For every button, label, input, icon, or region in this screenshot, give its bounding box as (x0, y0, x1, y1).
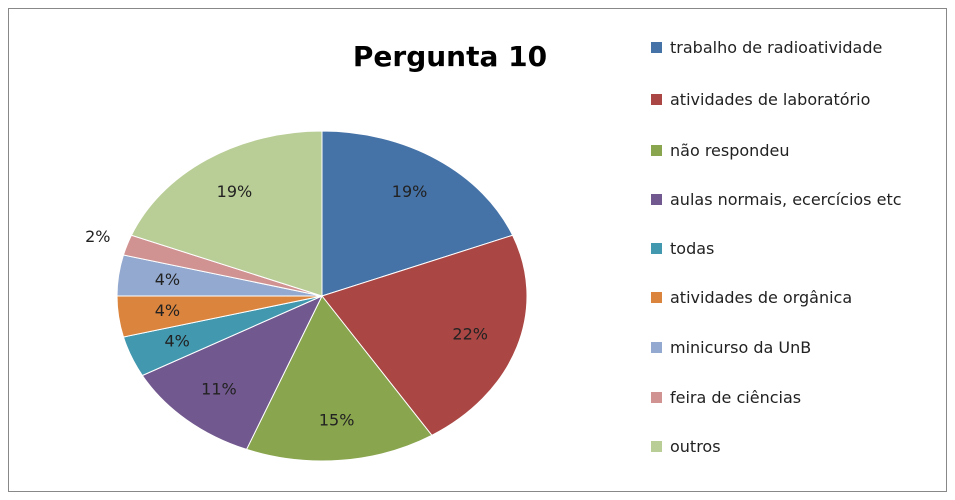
legend-label: não respondeu (670, 141, 790, 160)
legend-label: minicurso da UnB (670, 338, 812, 357)
legend-swatch (651, 441, 662, 452)
legend-swatch (651, 292, 662, 303)
data-label: 19% (392, 182, 428, 201)
data-label: 2% (85, 227, 110, 246)
legend-item: trabalho de radioatividade (651, 36, 942, 60)
pie-slice (321, 130, 514, 297)
legend-label: atividades de laboratório (670, 90, 871, 109)
data-label: 19% (217, 182, 253, 201)
legend-swatch (651, 194, 662, 205)
legend-item: não respondeu (651, 139, 942, 163)
legend-label: todas (670, 239, 715, 258)
data-label: 4% (155, 270, 180, 289)
legend-item: atividades de laboratório (651, 88, 942, 112)
pie-slice (130, 130, 323, 297)
pie-slice (245, 295, 433, 462)
pie-slice (141, 294, 324, 451)
legend-item: aulas normais, ecercícios etc (651, 188, 942, 212)
chart-title: Pergunta 10 (353, 40, 547, 73)
legend-label: outros (670, 437, 721, 456)
legend-swatch (651, 145, 662, 156)
pie-slice (321, 234, 528, 436)
legend-label: feira de ciências (670, 388, 802, 407)
data-label: 11% (201, 380, 237, 399)
legend-item: minicurso da UnB (651, 336, 942, 360)
data-label: 4% (164, 332, 189, 351)
legend-swatch (651, 94, 662, 105)
legend-item: atividades de orgânica (651, 286, 942, 310)
legend-label: atividades de orgânica (670, 288, 853, 307)
legend-item: outros (651, 435, 942, 459)
legend-item: todas (651, 237, 942, 261)
data-label: 15% (319, 410, 355, 429)
legend-label: trabalho de radioatividade (670, 38, 883, 57)
legend-swatch (651, 342, 662, 353)
data-label: 22% (452, 324, 488, 343)
legend-swatch (651, 42, 662, 53)
legend-item: feira de ciências (651, 386, 942, 410)
data-label: 4% (155, 301, 180, 320)
legend-label: aulas normais, ecercícios etc (670, 190, 902, 209)
legend-swatch (651, 392, 662, 403)
legend-swatch (651, 243, 662, 254)
